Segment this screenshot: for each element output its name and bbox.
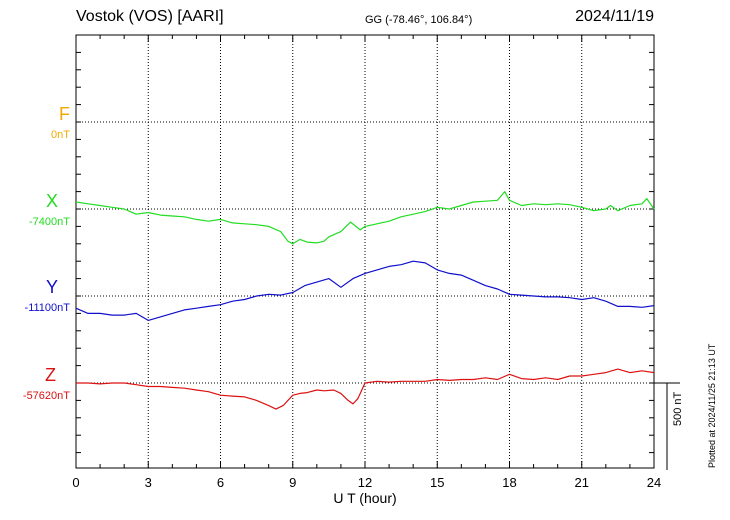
scale-bar — [654, 382, 680, 470]
axis-ticks — [75, 34, 655, 468]
x-tick-label: 12 — [357, 475, 373, 490]
x-tick-label: 18 — [502, 475, 517, 490]
component-baseline-f: 0nT — [51, 129, 70, 141]
station-coordinates: GG (-78.46°, 106.84°) — [365, 14, 473, 26]
x-tick-label: 9 — [289, 475, 297, 490]
x-tick-label: 15 — [430, 475, 445, 490]
x-tick-label: 3 — [144, 475, 152, 490]
station-title: Vostok (VOS) [AARI] — [76, 8, 224, 25]
component-label-y: Y — [45, 277, 58, 297]
component-baseline-x: -7400nT — [29, 216, 70, 228]
component-baseline-z: -57620nT — [22, 390, 70, 402]
series-line-z — [76, 368, 655, 410]
plotted-timestamp: Plotted at 2024/11/25 21:13 UT — [707, 343, 717, 468]
component-label-f: F — [59, 104, 70, 124]
component-label-x: X — [45, 191, 58, 211]
component-baseline-y: -11100nT — [24, 302, 70, 314]
x-tick-label: 0 — [72, 475, 80, 490]
series-line-x — [75, 191, 655, 245]
x-tick-label: 21 — [574, 475, 589, 490]
component-label-z: Z — [45, 365, 56, 385]
scale-bar-label: 500 nT — [672, 391, 684, 426]
chart-date: 2024/11/19 — [575, 8, 654, 25]
x-tick-label: 24 — [646, 475, 662, 490]
series-line-y — [75, 260, 655, 321]
x-tick-label: 6 — [216, 475, 225, 490]
chart-grid — [76, 35, 654, 468]
series-lines — [75, 191, 655, 410]
